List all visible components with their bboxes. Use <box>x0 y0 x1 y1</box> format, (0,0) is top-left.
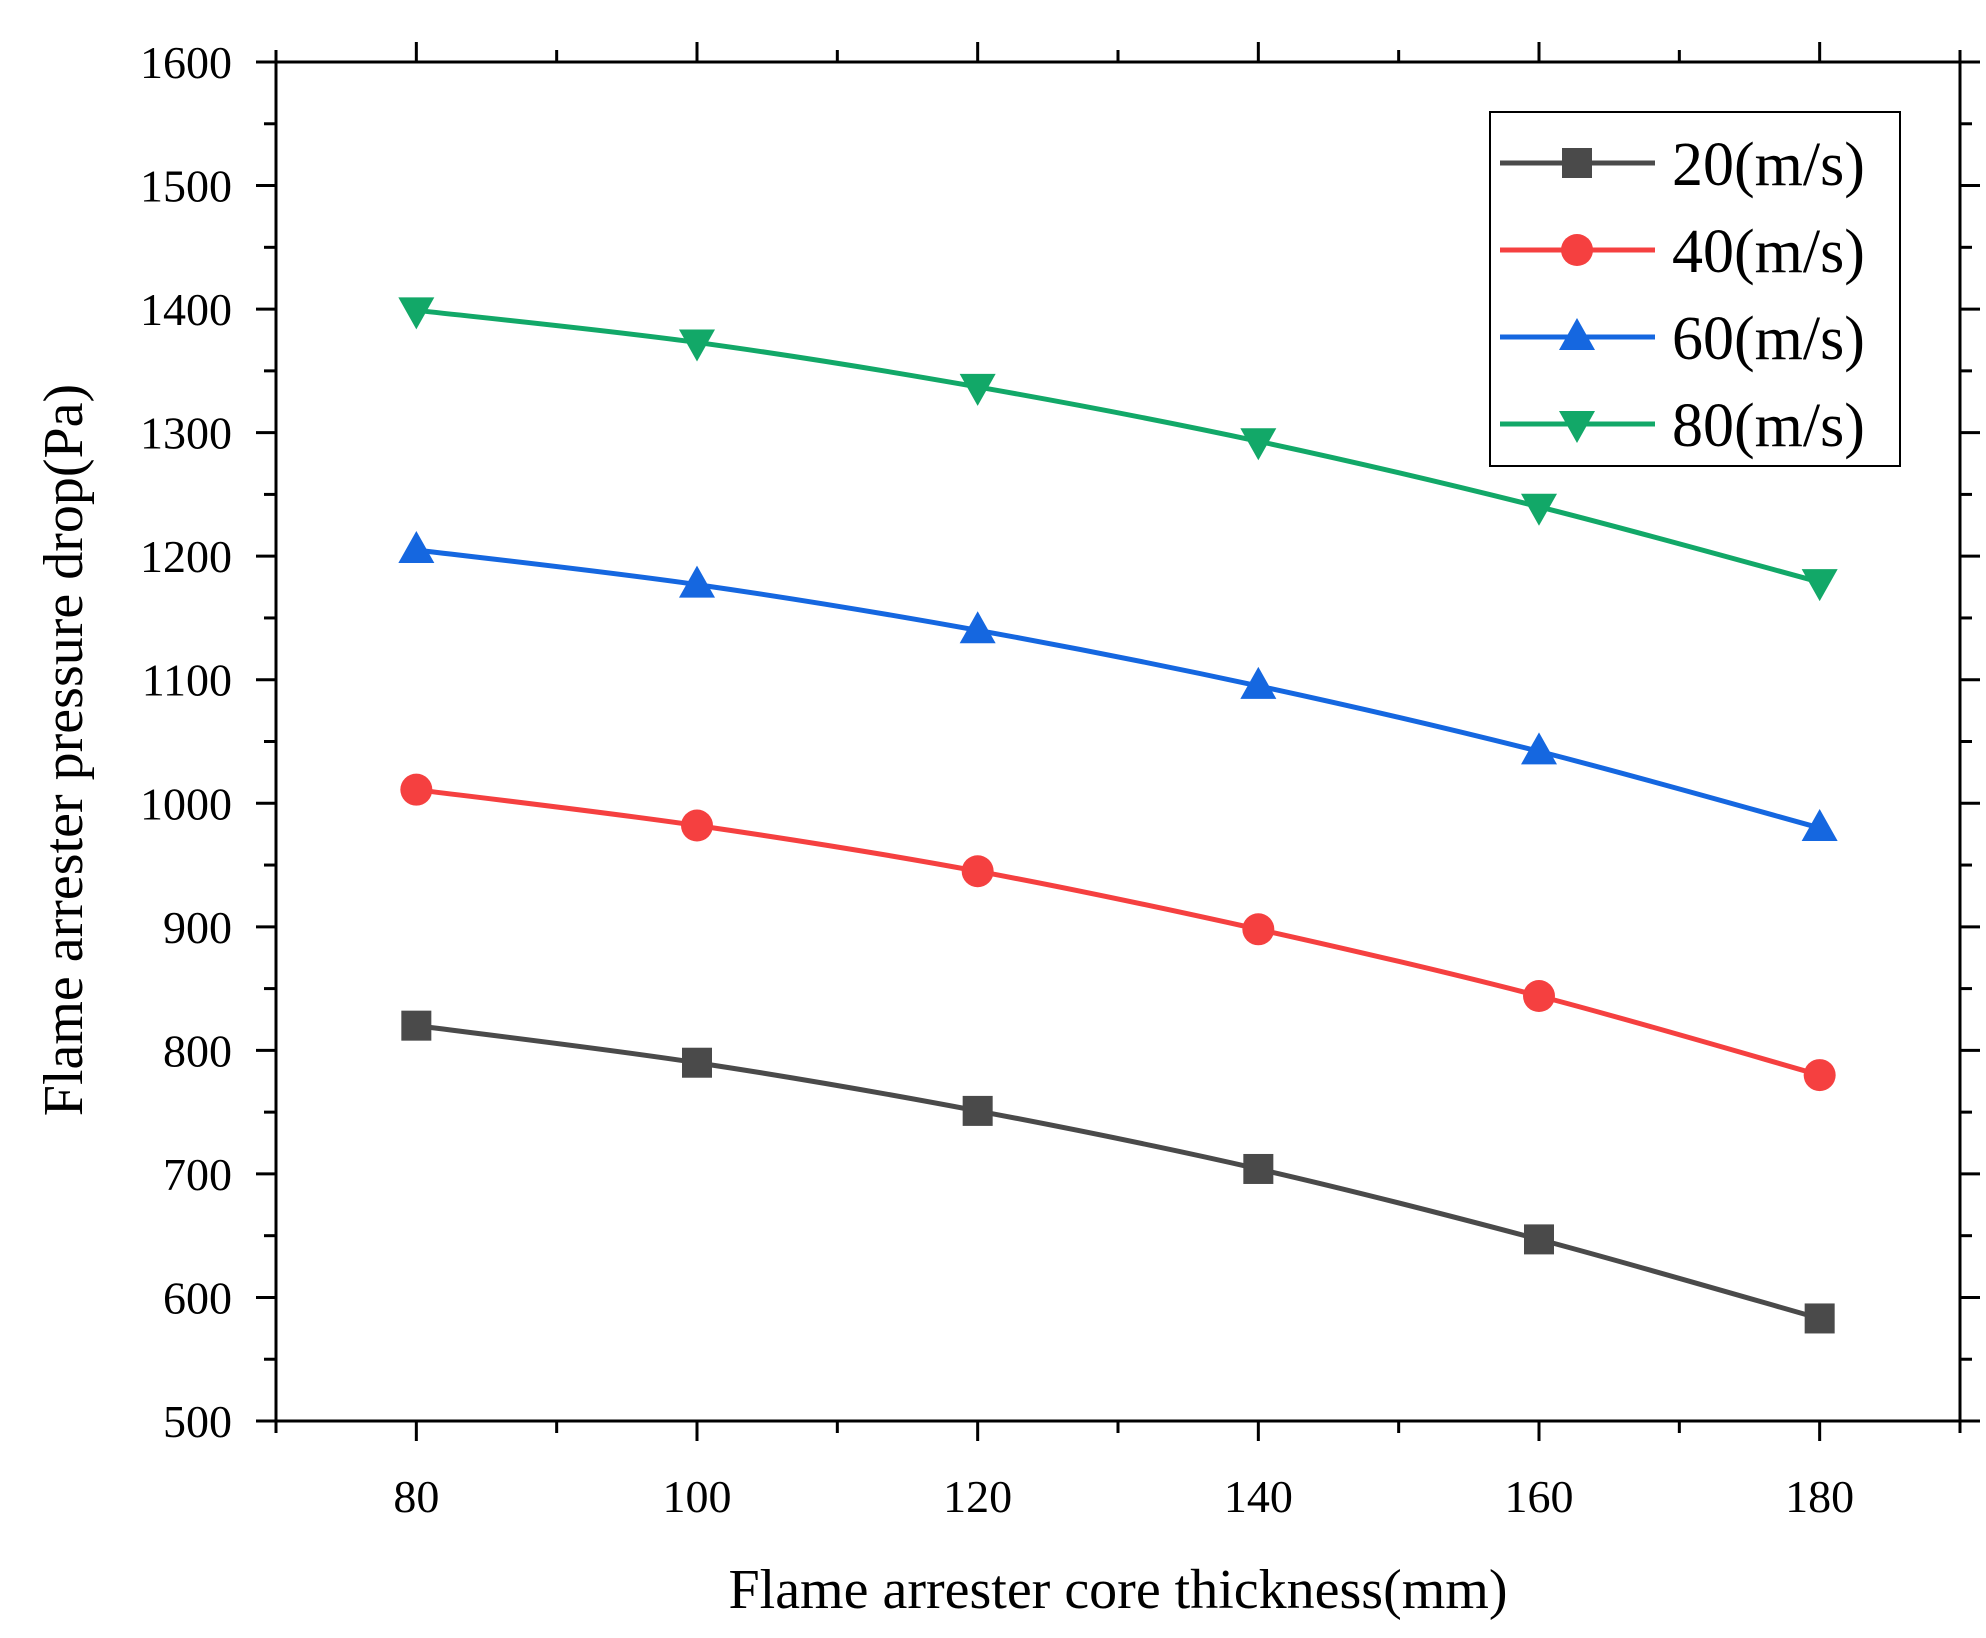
legend-marker <box>1559 318 1595 350</box>
data-point <box>1243 1153 1274 1184</box>
series-0 <box>401 1010 1835 1334</box>
axes-layer: 80 100 120 140 160 180 500 600 700 800 900 1000 1100… <box>140 37 1980 1522</box>
data-point <box>1801 808 1838 841</box>
legend-label: 80(m/s) <box>1672 392 1865 460</box>
y-tick-label: 1100 <box>142 655 232 706</box>
series-2 <box>398 531 1838 841</box>
data-point <box>679 565 715 598</box>
series-3 <box>398 297 1838 602</box>
data-point <box>682 1047 712 1078</box>
x-tick-label: 100 <box>663 1471 732 1522</box>
data-point <box>1242 913 1275 946</box>
series-line <box>416 787 1821 1078</box>
data-point <box>681 809 713 842</box>
y-tick-label: 500 <box>163 1396 232 1447</box>
data-point <box>1523 980 1555 1013</box>
legend-label: 40(m/s) <box>1672 218 1865 286</box>
x-tick-label: 80 <box>393 1471 439 1522</box>
series-line <box>416 1023 1821 1321</box>
legend-item: 20(m/s) <box>1500 131 1865 199</box>
data-point <box>962 1095 993 1126</box>
y-tick-label: 800 <box>163 1025 232 1076</box>
data-point <box>401 1010 432 1041</box>
legend-marker <box>1559 411 1595 443</box>
legend-label: 20(m/s) <box>1672 131 1865 199</box>
data-point <box>1804 1303 1835 1334</box>
y-tick-label: 1600 <box>140 37 232 88</box>
legend-box <box>1489 111 1901 467</box>
legend-marker <box>1562 148 1592 178</box>
x-tick-label: 140 <box>1224 1471 1293 1522</box>
data-point <box>679 329 715 362</box>
data-point <box>959 373 996 406</box>
data-point <box>1803 1059 1836 1092</box>
data-point <box>1521 732 1557 765</box>
data-point <box>961 855 994 888</box>
legend: 20(m/s) 40(m/s) 60(m/s) 80(m/s) <box>1489 111 1901 467</box>
x-tick-label: 120 <box>943 1471 1012 1522</box>
y-tick-label: 1000 <box>140 778 232 829</box>
y-tick-label: 1300 <box>140 408 232 459</box>
x-axis-title: Flame arrester core thickness(mm) <box>728 1559 1507 1621</box>
y-tick-label: 1500 <box>140 161 232 212</box>
x-tick-label: 160 <box>1505 1471 1574 1522</box>
data-point <box>398 531 435 564</box>
data-point <box>1524 1224 1554 1255</box>
data-point <box>1240 666 1277 699</box>
data-point <box>400 773 433 806</box>
y-tick-label: 700 <box>163 1149 232 1200</box>
y-tick-label: 600 <box>163 1272 232 1323</box>
series-line <box>416 307 1821 585</box>
y-tick-label: 1200 <box>140 531 232 582</box>
series-layer <box>398 297 1838 1334</box>
legend-item: 80(m/s) <box>1500 392 1865 460</box>
legend-label: 60(m/s) <box>1672 305 1865 373</box>
legend-item: 40(m/s) <box>1500 218 1865 286</box>
data-point <box>959 611 996 644</box>
data-point <box>1801 569 1838 602</box>
series-line <box>416 547 1821 831</box>
legend-marker <box>1561 234 1593 266</box>
data-point <box>1521 493 1557 526</box>
y-tick-label: 1400 <box>140 284 232 335</box>
y-tick-label: 900 <box>163 902 232 953</box>
legend-item: 60(m/s) <box>1500 305 1865 373</box>
series-1 <box>400 773 1836 1092</box>
data-point <box>398 297 435 330</box>
y-axis-title: Flame arrester pressure drop(Pa) <box>33 384 95 1116</box>
x-tick-label: 180 <box>1785 1471 1854 1522</box>
data-point <box>1240 428 1277 461</box>
